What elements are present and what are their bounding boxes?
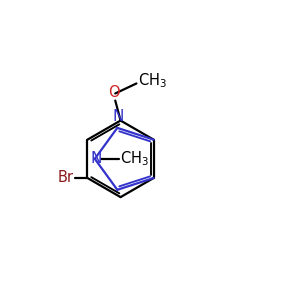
Text: N: N [113,109,124,124]
Text: CH$_3$: CH$_3$ [138,72,167,90]
Text: N: N [90,151,102,166]
Text: O: O [108,85,120,100]
Text: CH$_3$: CH$_3$ [120,149,149,168]
Text: Br: Br [58,170,74,185]
